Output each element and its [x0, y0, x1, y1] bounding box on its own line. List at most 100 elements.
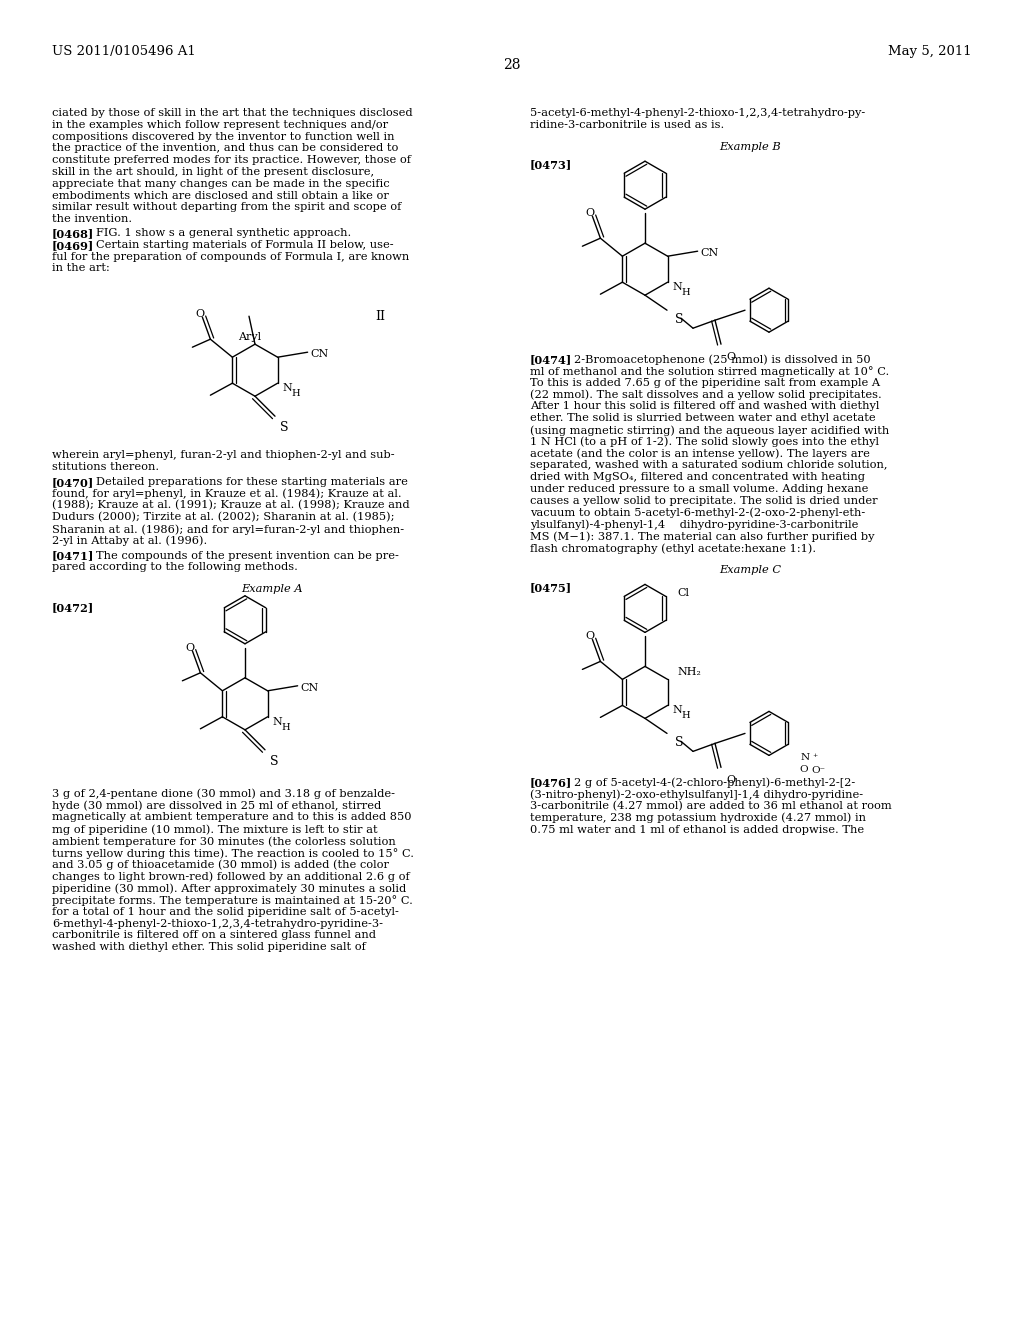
- Text: precipitate forms. The temperature is maintained at 15-20° C.: precipitate forms. The temperature is ma…: [52, 895, 413, 906]
- Text: (22 mmol). The salt dissolves and a yellow solid precipitates.: (22 mmol). The salt dissolves and a yell…: [530, 389, 882, 400]
- Text: CN: CN: [301, 682, 318, 693]
- Text: pared according to the following methods.: pared according to the following methods…: [52, 562, 298, 573]
- Text: The compounds of the present invention can be pre-: The compounds of the present invention c…: [96, 550, 399, 561]
- Text: Aryl: Aryl: [239, 333, 261, 342]
- Text: in the examples which follow represent techniques and/or: in the examples which follow represent t…: [52, 120, 388, 129]
- Text: skill in the art should, in light of the present disclosure,: skill in the art should, in light of the…: [52, 168, 374, 177]
- Text: ridine-3-carbonitrile is used as is.: ridine-3-carbonitrile is used as is.: [530, 120, 724, 129]
- Text: [0469]: [0469]: [52, 240, 94, 251]
- Text: NH₂: NH₂: [678, 668, 701, 677]
- Text: dried with MgSO₄, filtered and concentrated with heating: dried with MgSO₄, filtered and concentra…: [530, 473, 865, 482]
- Text: N: N: [283, 383, 293, 393]
- Text: H: H: [292, 389, 300, 399]
- Text: [0473]: [0473]: [530, 160, 572, 170]
- Text: US 2011/0105496 A1: US 2011/0105496 A1: [52, 45, 196, 58]
- Text: (using magnetic stirring) and the aqueous layer acidified with: (using magnetic stirring) and the aqueou…: [530, 425, 889, 436]
- Text: [0474]: [0474]: [530, 354, 572, 366]
- Text: 2 g of 5-acetyl-4-(2-chloro-phenyl)-6-methyl-2-[2-: 2 g of 5-acetyl-4-(2-chloro-phenyl)-6-me…: [574, 777, 855, 788]
- Text: Example B: Example B: [719, 141, 781, 152]
- Text: CN: CN: [700, 248, 719, 259]
- Text: Example A: Example A: [242, 585, 303, 594]
- Text: [0475]: [0475]: [530, 582, 572, 594]
- Text: 28: 28: [503, 58, 521, 73]
- Text: O: O: [799, 766, 808, 775]
- Text: ful for the preparation of compounds of Formula I, are known: ful for the preparation of compounds of …: [52, 252, 410, 261]
- Text: [0476]: [0476]: [530, 777, 572, 788]
- Text: compositions discovered by the inventor to function well in: compositions discovered by the inventor …: [52, 132, 394, 141]
- Text: the practice of the invention, and thus can be considered to: the practice of the invention, and thus …: [52, 144, 398, 153]
- Text: carbonitrile is filtered off on a sintered glass funnel and: carbonitrile is filtered off on a sinter…: [52, 931, 376, 940]
- Text: turns yellow during this time). The reaction is cooled to 15° C.: turns yellow during this time). The reac…: [52, 847, 414, 859]
- Text: O: O: [185, 643, 195, 653]
- Text: 3-carbonitrile (4.27 mmol) are added to 36 ml ethanol at room: 3-carbonitrile (4.27 mmol) are added to …: [530, 801, 892, 812]
- Text: O⁻: O⁻: [811, 767, 825, 775]
- Text: under reduced pressure to a small volume. Adding hexane: under reduced pressure to a small volume…: [530, 484, 868, 494]
- Text: N: N: [673, 282, 682, 292]
- Text: S: S: [675, 737, 683, 750]
- Text: flash chromatography (ethyl acetate:hexane 1:1).: flash chromatography (ethyl acetate:hexa…: [530, 543, 816, 553]
- Text: Example C: Example C: [719, 565, 781, 574]
- Text: wherein aryl=phenyl, furan-2-yl and thiophen-2-yl and sub-: wherein aryl=phenyl, furan-2-yl and thio…: [52, 450, 394, 461]
- Text: hyde (30 mmol) are dissolved in 25 ml of ethanol, stirred: hyde (30 mmol) are dissolved in 25 ml of…: [52, 801, 381, 812]
- Text: ether. The solid is slurried between water and ethyl acetate: ether. The solid is slurried between wat…: [530, 413, 876, 424]
- Text: S: S: [280, 421, 289, 434]
- Text: To this is added 7.65 g of the piperidine salt from example A: To this is added 7.65 g of the piperidin…: [530, 378, 880, 388]
- Text: ciated by those of skill in the art that the techniques disclosed: ciated by those of skill in the art that…: [52, 108, 413, 117]
- Text: H: H: [682, 288, 690, 297]
- Text: in the art:: in the art:: [52, 264, 110, 273]
- Text: H: H: [282, 723, 290, 731]
- Text: ylsulfanyl)-4-phenyl-1,4    dihydro-pyridine-3-carbonitrile: ylsulfanyl)-4-phenyl-1,4 dihydro-pyridin…: [530, 519, 858, 529]
- Text: Cl: Cl: [677, 589, 689, 598]
- Text: similar result without departing from the spirit and scope of: similar result without departing from th…: [52, 202, 401, 213]
- Text: changes to light brown-red) followed by an additional 2.6 g of: changes to light brown-red) followed by …: [52, 871, 410, 882]
- Text: magnetically at ambient temperature and to this is added 850: magnetically at ambient temperature and …: [52, 812, 412, 822]
- Text: O: O: [586, 209, 595, 218]
- Text: acetate (and the color is an intense yellow). The layers are: acetate (and the color is an intense yel…: [530, 449, 869, 459]
- Text: vacuum to obtain 5-acetyl-6-methyl-2-(2-oxo-2-phenyl-eth-: vacuum to obtain 5-acetyl-6-methyl-2-(2-…: [530, 508, 865, 519]
- Text: MS (M−1): 387.1. The material can also further purified by: MS (M−1): 387.1. The material can also f…: [530, 531, 874, 541]
- Text: washed with diethyl ether. This solid piperidine salt of: washed with diethyl ether. This solid pi…: [52, 942, 366, 952]
- Text: 2-Bromoacetophenone (25 mmol) is dissolved in 50: 2-Bromoacetophenone (25 mmol) is dissolv…: [574, 354, 870, 364]
- Text: After 1 hour this solid is filtered off and washed with diethyl: After 1 hour this solid is filtered off …: [530, 401, 880, 412]
- Text: separated, washed with a saturated sodium chloride solution,: separated, washed with a saturated sodiu…: [530, 461, 888, 470]
- Text: [0468]: [0468]: [52, 228, 94, 239]
- Text: [0472]: [0472]: [52, 602, 94, 612]
- Text: 6-methyl-4-phenyl-2-thioxo-1,2,3,4-tetrahydro-pyridine-3-: 6-methyl-4-phenyl-2-thioxo-1,2,3,4-tetra…: [52, 919, 383, 928]
- Text: found, for aryl=phenyl, in Krauze et al. (1984); Krauze at al.: found, for aryl=phenyl, in Krauze et al.…: [52, 488, 401, 499]
- Text: 5-acetyl-6-methyl-4-phenyl-2-thioxo-1,2,3,4-tetrahydro-py-: 5-acetyl-6-methyl-4-phenyl-2-thioxo-1,2,…: [530, 108, 865, 117]
- Text: May 5, 2011: May 5, 2011: [889, 45, 972, 58]
- Text: causes a yellow solid to precipitate. The solid is dried under: causes a yellow solid to precipitate. Th…: [530, 496, 878, 506]
- Text: mg of piperidine (10 mmol). The mixture is left to stir at: mg of piperidine (10 mmol). The mixture …: [52, 824, 378, 834]
- Text: FIG. 1 show s a general synthetic approach.: FIG. 1 show s a general synthetic approa…: [96, 228, 351, 238]
- Text: 0.75 ml water and 1 ml of ethanol is added dropwise. The: 0.75 ml water and 1 ml of ethanol is add…: [530, 825, 864, 834]
- Text: ambient temperature for 30 minutes (the colorless solution: ambient temperature for 30 minutes (the …: [52, 836, 395, 846]
- Text: [0470]: [0470]: [52, 477, 94, 488]
- Text: constitute preferred modes for its practice. However, those of: constitute preferred modes for its pract…: [52, 156, 411, 165]
- Text: ⁺: ⁺: [812, 754, 817, 763]
- Text: H: H: [682, 711, 690, 721]
- Text: N: N: [272, 717, 283, 727]
- Text: for a total of 1 hour and the solid piperidine salt of 5-acetyl-: for a total of 1 hour and the solid pipe…: [52, 907, 399, 917]
- Text: N: N: [673, 705, 682, 715]
- Text: Sharanin at al. (1986); and for aryl=furan-2-yl and thiophen-: Sharanin at al. (1986); and for aryl=fur…: [52, 524, 404, 535]
- Text: II: II: [375, 310, 385, 323]
- Text: N: N: [801, 754, 810, 763]
- Text: O: O: [726, 775, 735, 785]
- Text: piperidine (30 mmol). After approximately 30 minutes a solid: piperidine (30 mmol). After approximatel…: [52, 883, 407, 894]
- Text: CN: CN: [310, 350, 329, 359]
- Text: S: S: [675, 313, 683, 326]
- Text: S: S: [270, 755, 279, 768]
- Text: ml of methanol and the solution stirred magnetically at 10° C.: ml of methanol and the solution stirred …: [530, 366, 889, 378]
- Text: 1 N HCl (to a pH of 1-2). The solid slowly goes into the ethyl: 1 N HCl (to a pH of 1-2). The solid slow…: [530, 437, 879, 447]
- Text: O: O: [586, 631, 595, 642]
- Text: and 3.05 g of thioacetamide (30 mmol) is added (the color: and 3.05 g of thioacetamide (30 mmol) is…: [52, 859, 389, 870]
- Text: stitutions thereon.: stitutions thereon.: [52, 462, 159, 473]
- Text: 2-yl in Attaby at al. (1996).: 2-yl in Attaby at al. (1996).: [52, 536, 207, 546]
- Text: 3 g of 2,4-pentane dione (30 mmol) and 3.18 g of benzalde-: 3 g of 2,4-pentane dione (30 mmol) and 3…: [52, 789, 395, 800]
- Text: O: O: [726, 352, 735, 362]
- Text: [0471]: [0471]: [52, 550, 94, 561]
- Text: appreciate that many changes can be made in the specific: appreciate that many changes can be made…: [52, 178, 389, 189]
- Text: Certain starting materials of Formula II below, use-: Certain starting materials of Formula II…: [96, 240, 393, 249]
- Text: Dudurs (2000); Tirzite at al. (2002); Sharanin at al. (1985);: Dudurs (2000); Tirzite at al. (2002); Sh…: [52, 512, 394, 523]
- Text: (3-nitro-phenyl)-2-oxo-ethylsulfanyl]-1,4 dihydro-pyridine-: (3-nitro-phenyl)-2-oxo-ethylsulfanyl]-1,…: [530, 789, 863, 800]
